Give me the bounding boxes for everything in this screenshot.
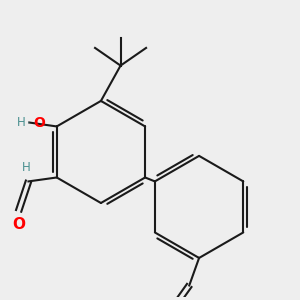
Text: ·: · xyxy=(27,118,31,128)
Text: H: H xyxy=(22,161,31,174)
Text: H: H xyxy=(17,116,26,129)
Text: O: O xyxy=(33,116,45,130)
Text: O: O xyxy=(12,217,25,232)
